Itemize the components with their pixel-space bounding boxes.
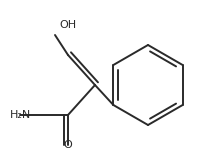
Text: O: O xyxy=(64,140,72,150)
Text: OH: OH xyxy=(60,20,77,30)
Text: H₂N: H₂N xyxy=(10,110,31,120)
